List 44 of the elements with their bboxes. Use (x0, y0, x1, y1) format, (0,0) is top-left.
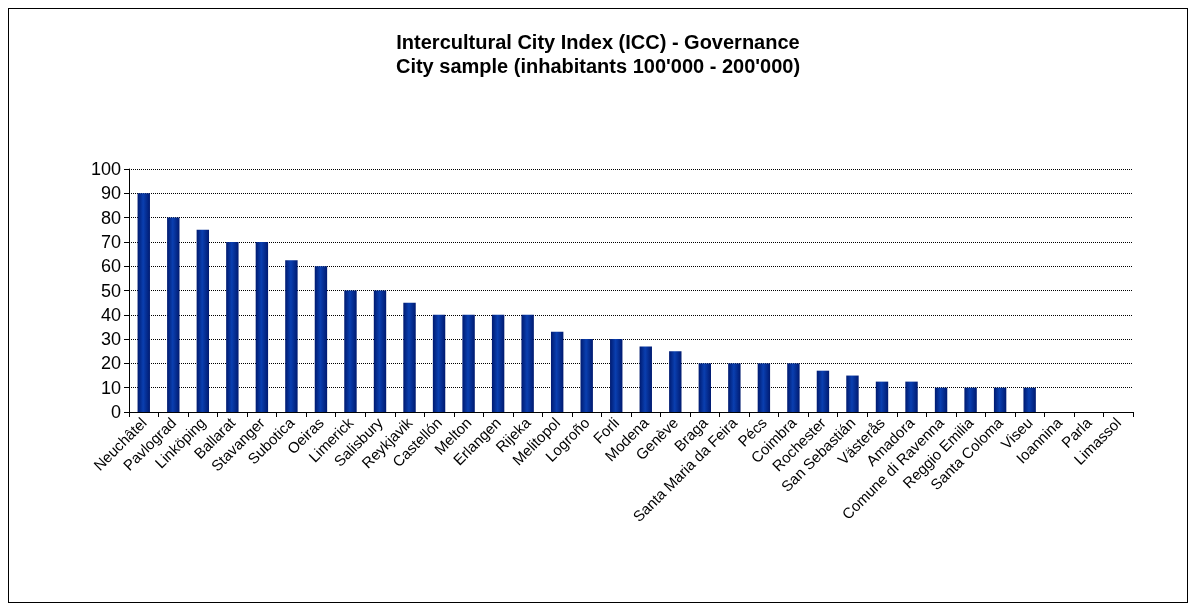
bar (669, 351, 682, 412)
bar (728, 363, 741, 412)
y-tick-label: 70 (100, 231, 121, 252)
y-tick-label: 0 (110, 402, 121, 422)
bar (285, 260, 298, 412)
bar (757, 363, 771, 412)
bar (846, 375, 859, 412)
y-tick-label: 20 (100, 353, 121, 374)
y-tick-label: 90 (100, 183, 121, 204)
bar (905, 381, 918, 412)
bar (167, 217, 180, 412)
bar (314, 266, 328, 412)
chart-title: Intercultural City Index (ICC) - Governance (396, 31, 800, 53)
y-tick-label: 10 (100, 377, 121, 398)
bar (610, 339, 623, 412)
bar (491, 314, 505, 412)
bar (698, 363, 712, 412)
bar (993, 387, 1007, 412)
bar (462, 314, 475, 412)
bar (403, 302, 416, 412)
bar (580, 339, 593, 412)
y-tick-label: 80 (100, 207, 121, 228)
bar (432, 314, 446, 412)
bar (373, 290, 387, 412)
bar (875, 381, 889, 412)
bar (816, 370, 830, 412)
bar (137, 193, 150, 412)
bar (226, 241, 239, 412)
bar (344, 290, 357, 412)
bar (550, 331, 564, 412)
y-tick-label: 40 (100, 304, 121, 325)
bar (639, 346, 652, 412)
y-tick-label: 30 (100, 329, 121, 350)
y-tick-label: 60 (100, 256, 121, 277)
bar (255, 241, 269, 412)
chart-subtitle: City sample (inhabitants 100'000 - 200'000) (395, 55, 801, 77)
y-tick-label: 50 (100, 280, 121, 301)
bar (787, 363, 800, 412)
y-tick-label: 100 (90, 159, 121, 179)
bar (521, 314, 534, 412)
bar (1023, 387, 1036, 412)
bar (196, 229, 210, 412)
bar (964, 387, 977, 412)
bar (934, 387, 948, 412)
